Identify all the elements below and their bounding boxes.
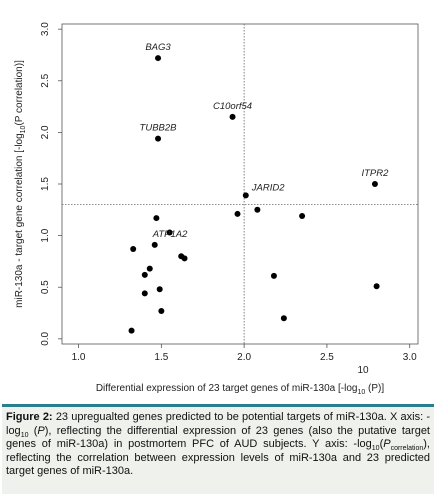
data-point bbox=[158, 307, 165, 314]
y-tick-label: 0.5 bbox=[40, 280, 51, 294]
scatter-chart: 1.0 1.5 2.0 2.5 3.0 0.0 0.5 1.0 1.5 2.0 2.5 3.0 BA… bbox=[14, 22, 419, 396]
data-point bbox=[156, 286, 163, 293]
x-tick-label: 1.5 bbox=[154, 352, 168, 363]
data-point bbox=[146, 265, 153, 272]
data-point bbox=[141, 271, 148, 278]
x-axis-title: Differential expression of 23 target gen… bbox=[96, 383, 385, 396]
y-tick-label: 2.5 bbox=[40, 73, 51, 87]
data-point bbox=[155, 55, 162, 62]
data-point bbox=[181, 255, 188, 262]
data-point bbox=[151, 241, 158, 248]
data-point bbox=[229, 113, 236, 120]
data-point bbox=[254, 206, 261, 213]
y-tick-label: 2.0 bbox=[40, 125, 51, 139]
data-point bbox=[373, 283, 380, 290]
y-axis-title: miR-130a - target gene correlation [-log… bbox=[14, 60, 27, 308]
x-tick-label: 2.5 bbox=[320, 352, 334, 363]
point-label: JARID2 bbox=[251, 182, 285, 193]
x-tick-label: 1.0 bbox=[72, 352, 86, 363]
data-point bbox=[280, 315, 287, 322]
plot-frame bbox=[61, 23, 419, 345]
data-point bbox=[128, 327, 135, 334]
data-point bbox=[153, 215, 160, 222]
data-point bbox=[242, 192, 249, 199]
point-label: ATP1A2 bbox=[152, 229, 188, 240]
x-tick-label: 2.0 bbox=[237, 352, 251, 363]
data-point bbox=[141, 290, 148, 297]
data-point bbox=[155, 135, 162, 142]
data-point bbox=[234, 210, 241, 217]
y-tick-label: 3.0 bbox=[40, 22, 51, 36]
point-label: ITPR2 bbox=[361, 168, 389, 179]
y-tick-label: 0.0 bbox=[40, 331, 51, 345]
y-tick-label: 1.5 bbox=[40, 177, 51, 191]
data-point bbox=[371, 181, 378, 187]
data-point bbox=[299, 213, 306, 219]
point-label: C10orf54 bbox=[213, 101, 252, 112]
stray-label: 10 bbox=[357, 365, 369, 376]
point-label: TUBB2B bbox=[140, 123, 178, 134]
point-labels: BAG3 C10orf54 TUBB2B ITPR2 JARID2 ATP1A2 bbox=[140, 42, 390, 240]
x-tick-label: 3.0 bbox=[403, 352, 417, 363]
y-tick-label: 1.0 bbox=[40, 228, 51, 242]
y-axis-ticks: 0.0 0.5 1.0 1.5 2.0 2.5 3.0 bbox=[40, 22, 62, 346]
data-point bbox=[166, 229, 173, 236]
data-point bbox=[270, 272, 277, 279]
data-points bbox=[128, 55, 380, 334]
caption-figure-label: Figure 2: bbox=[6, 411, 53, 423]
point-label: BAG3 bbox=[145, 42, 171, 53]
figure-caption: Figure 2: 23 upregualted genes predicted… bbox=[2, 404, 434, 494]
x-axis-ticks: 1.0 1.5 2.0 2.5 3.0 bbox=[72, 344, 417, 363]
data-point bbox=[130, 246, 137, 253]
